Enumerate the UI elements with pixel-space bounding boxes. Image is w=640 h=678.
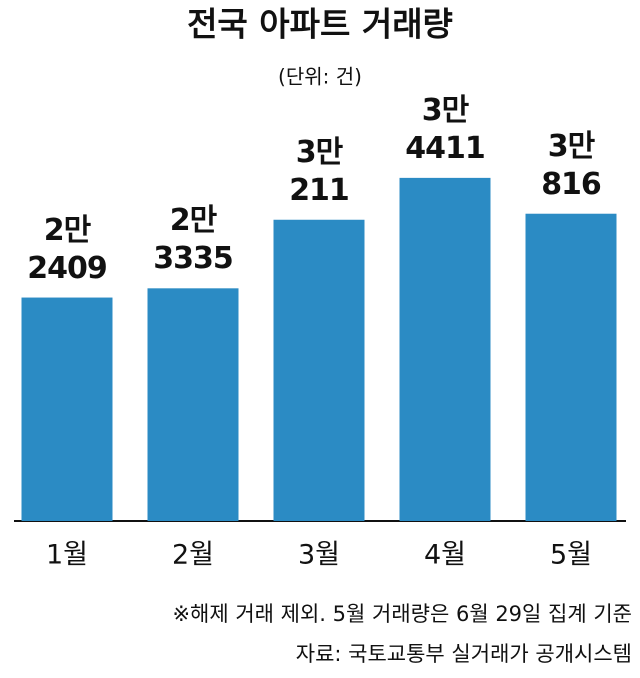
bar [399, 177, 491, 521]
x-tick-label: 5월 [550, 540, 592, 571]
x-tick-label: 3월 [298, 540, 340, 571]
chart-title: 전국 아파트 거래량 [187, 5, 453, 44]
x-tick-label: 4월 [424, 540, 466, 571]
value-label: 3만 4411 [405, 92, 486, 166]
bar [21, 297, 113, 521]
bar [147, 288, 239, 521]
bar [525, 213, 617, 521]
x-tick-label: 1월 [46, 540, 88, 571]
chart-subtitle: (단위: 건) [278, 65, 362, 89]
value-label: 3만 211 [289, 134, 350, 208]
value-label: 2만 3335 [153, 203, 234, 277]
bar [273, 219, 365, 521]
source: 자료: 국토교통부 실거래가 공개시스템 [296, 642, 632, 666]
x-tick-label: 2월 [172, 540, 214, 571]
value-label: 2만 2409 [27, 212, 108, 286]
footnote: ※해제 거래 제외. 5월 거래량은 6월 29일 집계 기준 [172, 602, 632, 626]
value-label: 3만 816 [541, 128, 602, 202]
